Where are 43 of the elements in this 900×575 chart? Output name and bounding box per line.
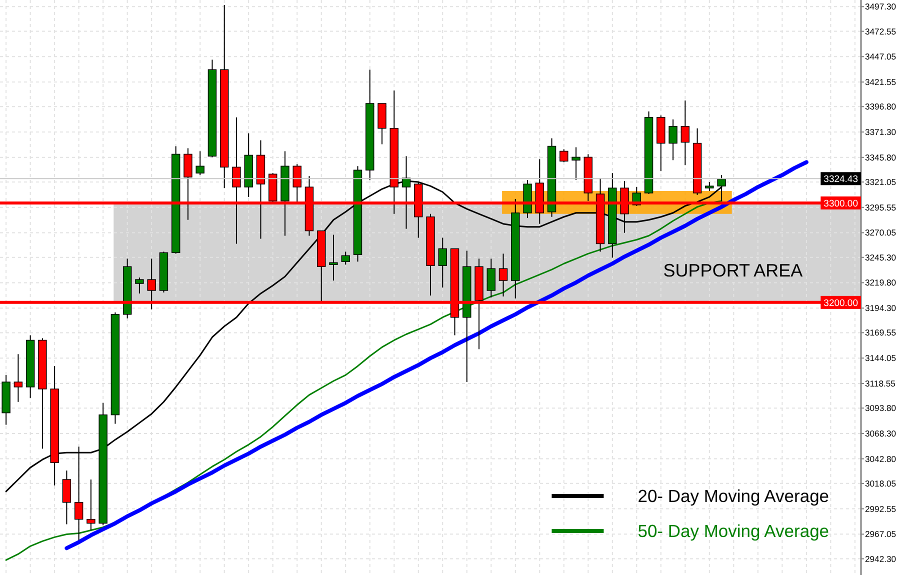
- legend-label: 50- Day Moving Average: [638, 521, 830, 541]
- y-tick-label: 3396.80: [865, 102, 896, 112]
- candlestick: [14, 354, 23, 402]
- candlestick: [680, 100, 690, 166]
- y-tick-label: 3219.80: [865, 278, 896, 288]
- y-tick-label: 3042.80: [865, 454, 896, 464]
- candlestick: [341, 251, 350, 266]
- candlestick: [668, 118, 678, 161]
- y-tick-label: 3345.80: [865, 152, 896, 162]
- y-tick-label: 3093.80: [865, 403, 896, 414]
- candlestick: [486, 258, 496, 298]
- y-tick-label: 3497.30: [865, 2, 896, 12]
- y-tick-label: 2967.05: [865, 529, 896, 540]
- legend-label: 20- Day Moving Average: [638, 486, 830, 506]
- y-tick-label: 3194.30: [865, 303, 896, 314]
- ref-line-label: 3200.00: [824, 298, 858, 309]
- y-tick-label: 2992.55: [865, 504, 896, 514]
- y-tick-label: 3321.05: [865, 177, 896, 187]
- y-tick-label: 3118.55: [865, 378, 896, 388]
- candlestick: [62, 470, 72, 525]
- candlestick: [196, 150, 204, 176]
- y-tick-label: 3371.30: [865, 127, 896, 138]
- y-tick-label: 3018.05: [865, 478, 896, 488]
- y-tick-label: 3472.55: [865, 26, 896, 36]
- candlestick: [560, 148, 568, 163]
- band-label: SUPPORT AREA: [663, 260, 803, 281]
- y-tick-label: 3447.05: [865, 52, 896, 62]
- y-tick-label: 3421.55: [865, 77, 896, 88]
- y-tick-label: 3068.30: [865, 428, 896, 438]
- y-tick-label: 3270.05: [865, 228, 896, 238]
- candlestick: [498, 253, 508, 297]
- y-tick-label: 3245.30: [865, 252, 896, 262]
- candlestick: [572, 146, 580, 181]
- y-tick-label: 3295.55: [865, 202, 896, 212]
- annotation: 3324.43: [824, 174, 858, 186]
- y-tick-label: 2942.30: [865, 554, 896, 564]
- y-tick-label: 3169.55: [865, 328, 896, 338]
- ref-line-label: 3300.00: [824, 198, 858, 210]
- candlestick: [86, 479, 96, 531]
- candlestick: [329, 234, 338, 282]
- candlestick: [135, 277, 144, 294]
- y-tick-label: 3144.05: [865, 353, 896, 364]
- candlestick: [438, 237, 447, 288]
